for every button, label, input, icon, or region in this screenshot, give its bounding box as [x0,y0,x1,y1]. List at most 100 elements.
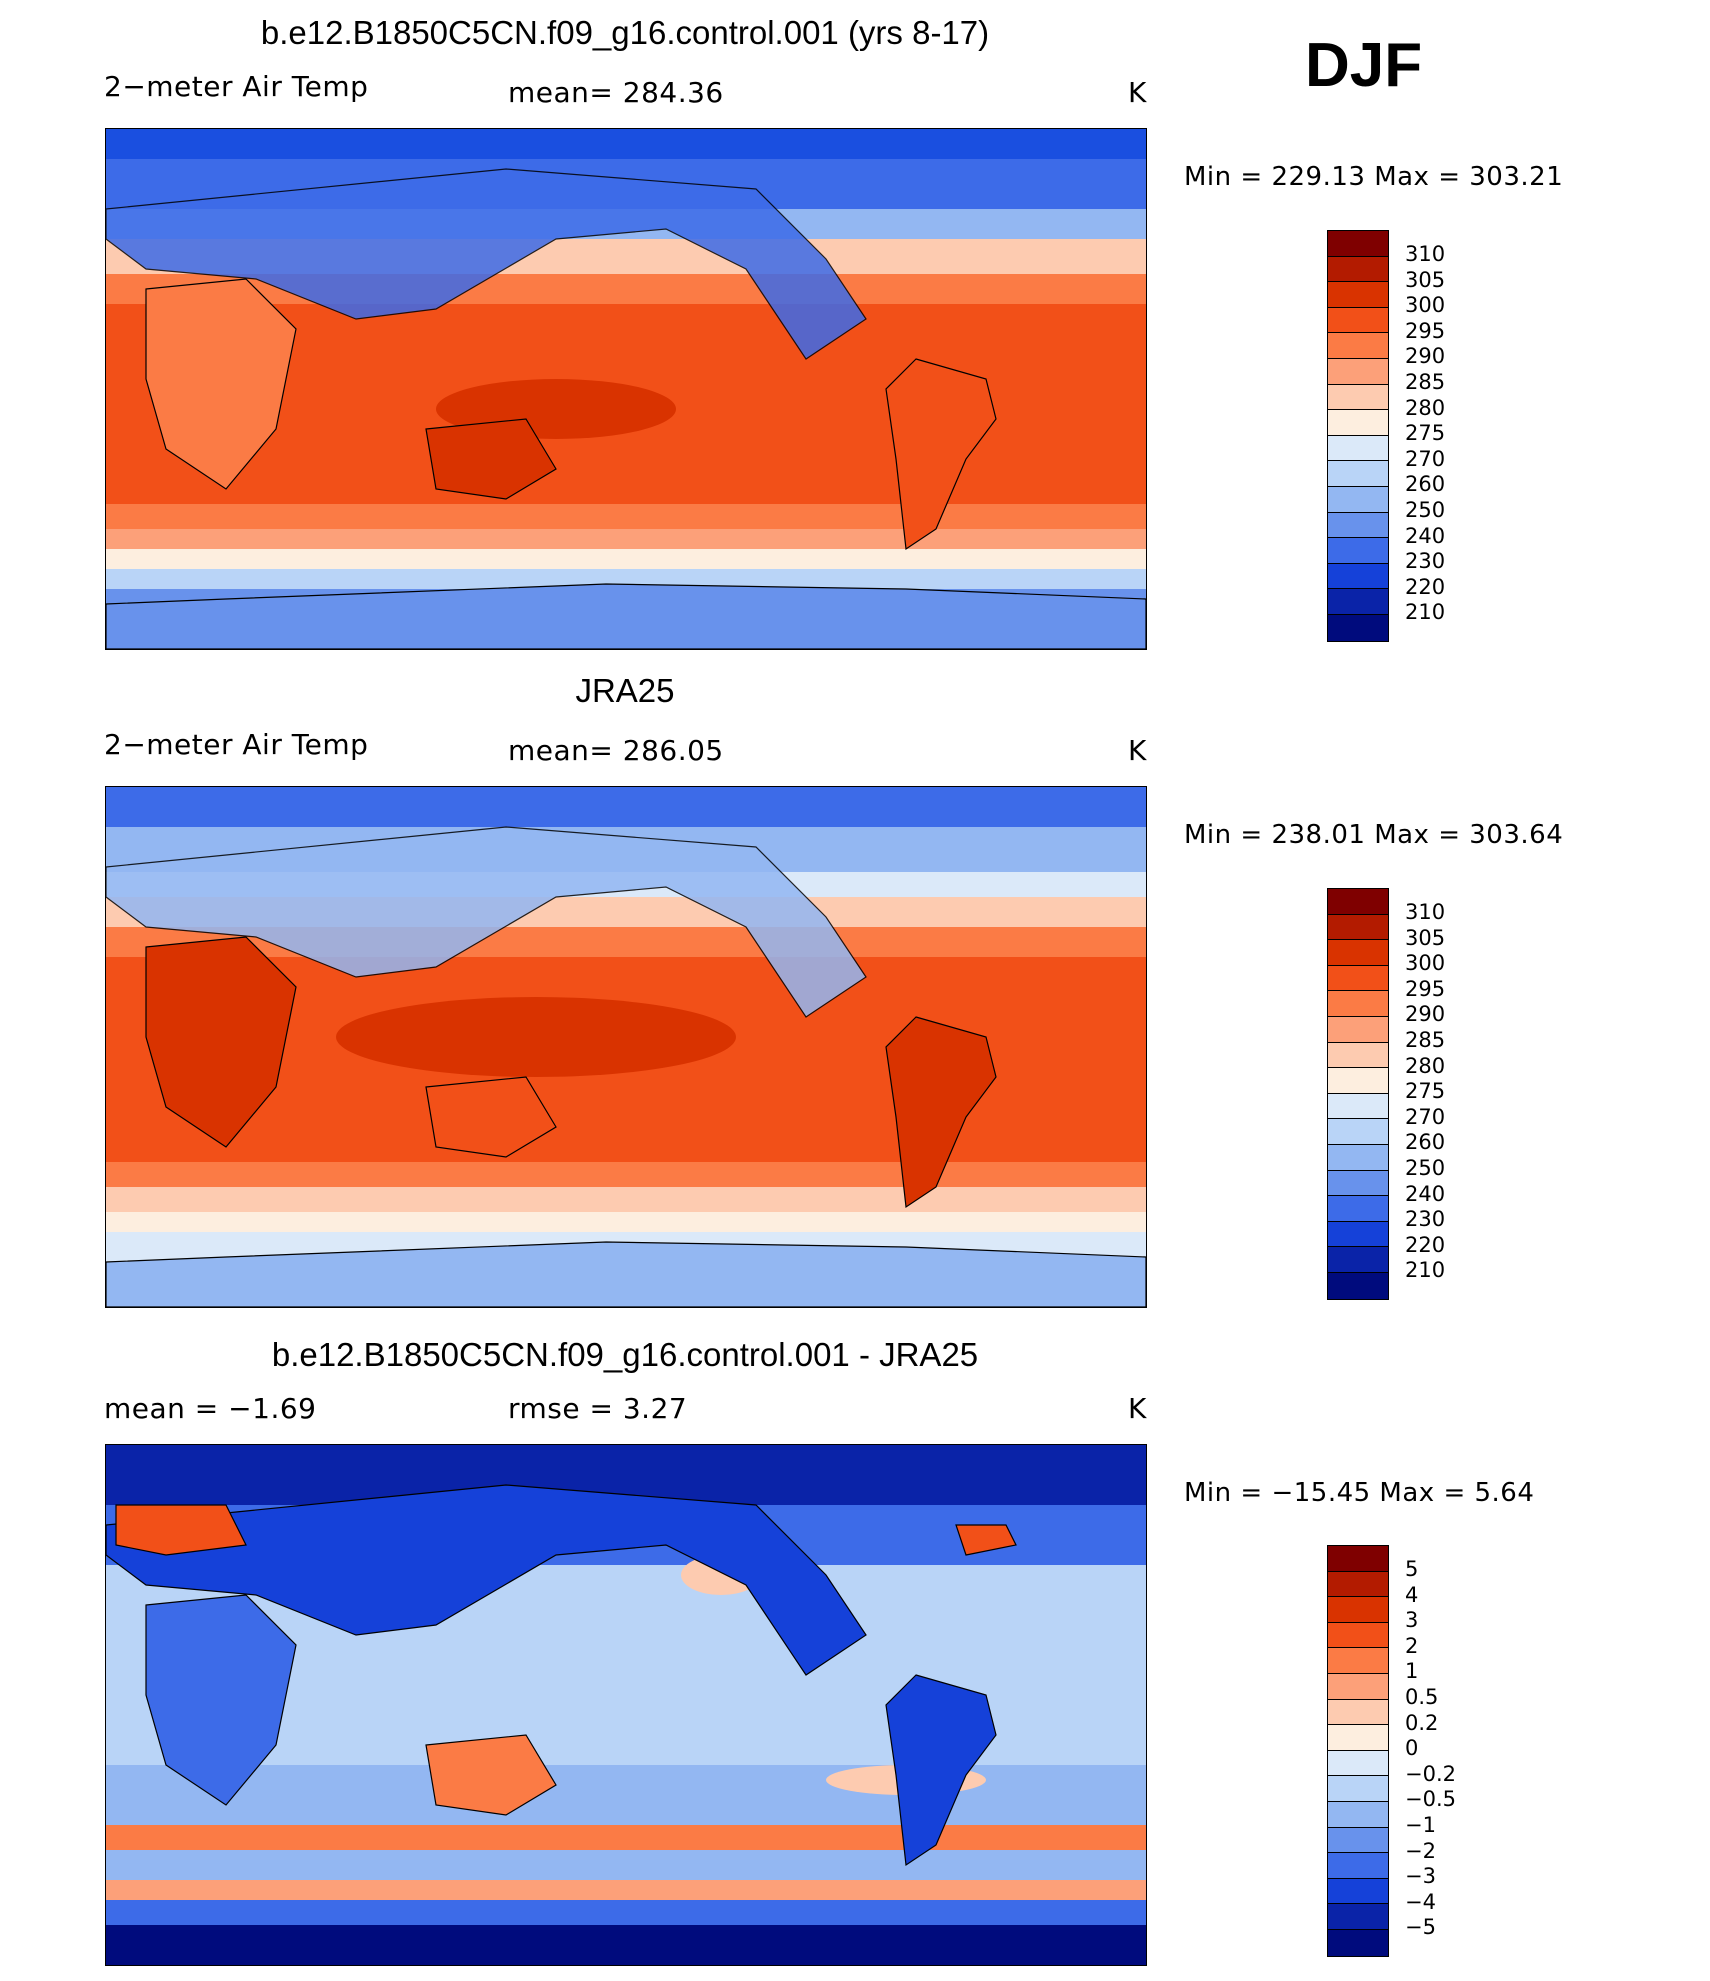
colorbar-swatch [1328,410,1388,436]
panel2-units-label: K [1128,734,1147,767]
colorbar-tick: 220 [1405,574,1446,599]
colorbar-tick: 260 [1405,472,1446,497]
colorbar-swatch [1328,1093,1388,1120]
panel1-colorbar-ticks: 310 305 300 295 290 285 280 275 270 260 … [1405,242,1505,626]
colorbar-swatch [1328,538,1388,564]
colorbar-swatch [1328,512,1388,539]
colorbar-tick: 4 [1405,1582,1419,1607]
panel3-colorbar [1327,1545,1389,1957]
colorbar-swatch [1328,486,1388,513]
colorbar-tick: 1 [1405,1659,1419,1684]
colorbar-tick: 310 [1405,242,1446,266]
colorbar-tick: 0 [1405,1736,1419,1761]
colorbar-tick: 220 [1405,1232,1446,1257]
colorbar-swatch [1328,256,1388,283]
colorbar-tick: 0.2 [1405,1710,1439,1735]
panel3-mean-label: mean = −1.69 [104,1392,317,1425]
colorbar-swatch [1328,1571,1388,1598]
colorbar-swatch [1328,940,1388,966]
colorbar-tick: 210 [1405,1258,1446,1283]
colorbar-tick: 3 [1405,1608,1419,1633]
colorbar-tick: 285 [1405,369,1446,394]
colorbar-tick: 5 [1405,1557,1419,1581]
colorbar-swatch [1328,563,1388,590]
colorbar-swatch [1328,1170,1388,1197]
colorbar-tick: −4 [1405,1889,1436,1914]
panel1-map [105,128,1147,650]
colorbar-tick: 310 [1405,900,1446,924]
colorbar-swatch [1328,461,1388,487]
colorbar-swatch [1328,1648,1388,1674]
panel3-map-plot [106,1445,1146,1965]
season-label: DJF [1305,31,1423,100]
colorbar-tick: 285 [1405,1027,1446,1052]
panel3-map [105,1444,1147,1966]
colorbar-tick: 300 [1405,293,1446,318]
colorbar-tick: 270 [1405,446,1446,471]
colorbar-tick: 280 [1405,1053,1446,1078]
colorbar-swatch [1328,991,1388,1017]
colorbar-swatch [1328,1016,1388,1043]
panel2-colorbar [1327,888,1389,1300]
colorbar-tick: −3 [1405,1864,1436,1889]
colorbar-swatch [1328,1878,1388,1905]
colorbar-tick: 290 [1405,1002,1446,1027]
colorbar-swatch [1328,1272,1388,1299]
colorbar-swatch [1328,435,1388,462]
panel3-units-label: K [1128,1392,1147,1425]
colorbar-tick: 290 [1405,344,1446,369]
colorbar-tick: 2 [1405,1633,1419,1658]
colorbar-tick: 275 [1405,421,1446,446]
colorbar-swatch [1328,1247,1388,1273]
colorbar-tick: 250 [1405,497,1446,522]
colorbar-swatch [1328,1699,1388,1726]
colorbar-swatch [1328,889,1388,915]
panel1-colorbar [1327,230,1389,642]
panel3-title: b.e12.B1850C5CN.f09_g16.control.001 - JR… [271,1336,979,1373]
colorbar-swatch [1328,1725,1388,1751]
colorbar-swatch [1328,1673,1388,1700]
colorbar-tick: 230 [1405,1207,1446,1232]
colorbar-swatch [1328,1929,1388,1956]
colorbar-swatch [1328,1196,1388,1222]
panel2-map [105,786,1147,1308]
colorbar-tick: 230 [1405,549,1446,574]
colorbar-tick: −1 [1405,1812,1436,1837]
colorbar-swatch [1328,1221,1388,1248]
panel1-mean-label: mean= 284.36 [508,76,724,109]
colorbar-tick: 295 [1405,318,1446,343]
panel1-units-label: K [1128,76,1147,109]
colorbar-swatch [1328,1597,1388,1623]
colorbar-swatch [1328,1776,1388,1802]
panel1-map-plot [106,129,1146,649]
panel1-minmax: Min = 229.13 Max = 303.21 [1184,162,1564,192]
colorbar-swatch [1328,1853,1388,1879]
panel1-variable-label: 2−meter Air Temp [104,70,369,103]
colorbar-swatch [1328,965,1388,992]
colorbar-tick: 240 [1405,1181,1446,1206]
panel3-colorbar-ticks: 5 4 3 2 1 0.5 0.2 0 −0.2 −0.5 −1 −2 −3 −… [1405,1557,1505,1941]
colorbar-swatch [1328,1904,1388,1930]
colorbar-tick: −0.5 [1405,1787,1456,1812]
colorbar-swatch [1328,333,1388,359]
panel2-minmax: Min = 238.01 Max = 303.64 [1184,820,1564,850]
colorbar-tick: 295 [1405,976,1446,1001]
colorbar-tick: −5 [1405,1915,1436,1940]
colorbar-swatch [1328,1750,1388,1777]
panel2-mean-label: mean= 286.05 [508,734,724,767]
panel2-map-plot [106,787,1146,1307]
colorbar-swatch [1328,1144,1388,1171]
colorbar-swatch [1328,307,1388,334]
panel3-rmse-label: rmse = 3.27 [508,1392,688,1425]
colorbar-tick: 0.5 [1405,1684,1439,1709]
colorbar-swatch [1328,589,1388,615]
colorbar-swatch [1328,1801,1388,1828]
colorbar-tick: −0.2 [1405,1761,1456,1786]
colorbar-swatch [1328,358,1388,385]
colorbar-tick: 305 [1405,267,1446,292]
colorbar-swatch [1328,384,1388,411]
panel2-colorbar-ticks: 310 305 300 295 290 285 280 275 270 260 … [1405,900,1505,1284]
panel2-title: JRA25 [575,672,675,709]
colorbar-swatch [1328,231,1388,257]
colorbar-swatch [1328,1042,1388,1069]
